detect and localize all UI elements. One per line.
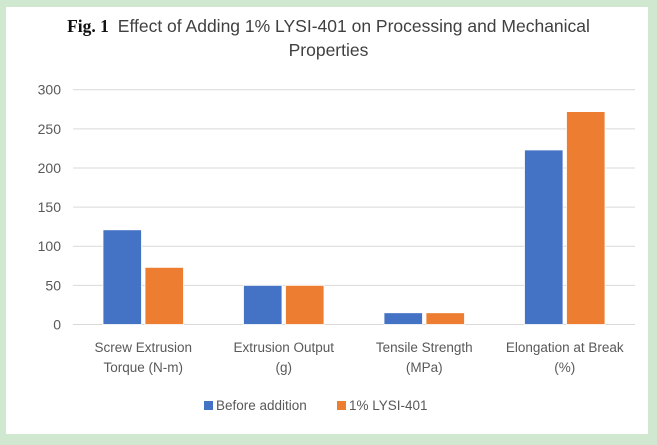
legend-swatch [204,401,213,410]
legend-swatch [337,401,346,410]
y-tick-label: 300 [38,82,62,98]
y-tick-label: 250 [38,121,62,137]
chart-title-line2: Properties [288,40,369,60]
bar-lysi-401 [285,284,325,325]
x-category-label: Screw Extrusion [94,340,192,355]
y-tick-label: 150 [38,199,62,215]
legend-label: 1% LYSI-401 [349,398,428,413]
bar-lysi-401 [566,111,606,325]
bar-lysi-401 [425,312,465,325]
bar-before-addition [383,312,423,325]
bar-before-addition [102,229,142,325]
y-tick-label: 200 [38,160,62,176]
x-category-label: Elongation at Break [506,340,624,355]
bar-lysi-401 [144,266,184,325]
chart-title-line1: Effect of Adding 1% LYSI-401 on Processi… [117,16,590,36]
x-category-label: Torque (N-m) [103,360,183,375]
y-tick-label: 50 [45,277,61,293]
y-tick-label: 100 [38,238,62,254]
figure-number: Fig. 1 [67,16,109,36]
chart-title: Fig. 1 Effect of Adding 1% LYSI-401 on P… [0,14,657,62]
x-category-label: (%) [554,360,575,375]
x-category-label: Extrusion Output [233,340,334,355]
y-tick-label: 0 [53,317,61,333]
bar-before-addition [243,284,283,325]
x-category-label: (g) [276,360,293,375]
legend-label: Before addition [216,398,307,413]
x-category-label: (MPa) [406,360,443,375]
bar-before-addition [524,149,564,325]
x-category-label: Tensile Strength [376,340,473,355]
